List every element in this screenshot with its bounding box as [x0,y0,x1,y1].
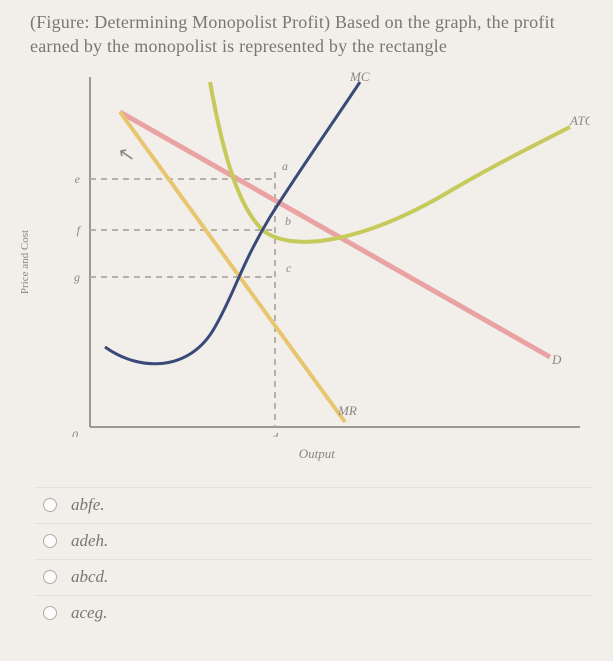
monopolist-profit-chart: Price and Cost ↖ e f g 0 d [30,67,590,457]
answer-options: abfe. adeh. abcd. aceg. [30,487,593,631]
option-aceg[interactable]: aceg. [35,595,593,631]
point-c: c [286,261,292,275]
label-mc: MC [349,69,370,84]
option-abcd[interactable]: abcd. [35,559,593,595]
option-label: adeh. [71,531,108,551]
point-b: b [285,214,291,228]
label-mr: MR [337,403,357,418]
radio-icon[interactable] [43,570,57,584]
radio-icon[interactable] [43,498,57,512]
option-label: abcd. [71,567,108,587]
tick-d: d [272,430,279,437]
label-d: D [551,352,562,367]
atc-curve [210,82,570,242]
chart-svg: e f g 0 d MC ATC D MR a b c [60,67,590,437]
x-axis-label: Output [299,446,335,462]
demand-curve [120,112,550,357]
mr-curve [120,112,345,422]
tick-e: e [75,172,81,186]
option-label: aceg. [71,603,107,623]
question-text: (Figure: Determining Monopolist Profit) … [30,10,593,59]
option-abfe[interactable]: abfe. [35,487,593,523]
tick-f: f [77,223,82,237]
option-adeh[interactable]: adeh. [35,523,593,559]
radio-icon[interactable] [43,606,57,620]
y-axis-label: Price and Cost [19,230,31,294]
option-label: abfe. [71,495,105,515]
label-atc: ATC [569,113,590,128]
point-a: a [282,159,288,173]
radio-icon[interactable] [43,534,57,548]
origin-label: 0 [72,428,78,437]
tick-g: g [74,270,80,284]
